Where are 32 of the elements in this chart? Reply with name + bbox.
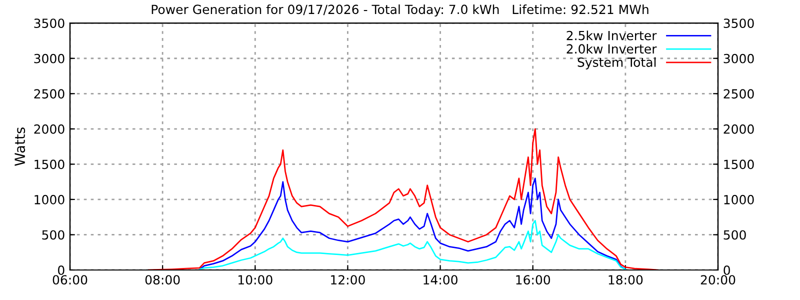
y-tick-label: 0 [58,265,64,275]
y-axis-title: Watts [14,127,26,166]
y2-tick-label: 500 [724,230,746,240]
line-series [198,178,626,270]
y-tick-label: 500 [42,230,64,240]
y2-tick-label: 1000 [724,194,754,204]
y-tick-label: 2500 [34,89,64,99]
y-tick-label: 2000 [34,124,64,134]
line-series [198,220,626,270]
y2-tick-label: 0 [724,265,730,275]
x-tick-label: 20:00 [700,275,736,285]
chart-title: Power Generation for 09/17/2026 - Total Today: 7.0 kWh Lifetime: 92.521 MWh [152,4,648,17]
x-tick-label: 06:00 [52,275,88,285]
x-tick-label: 14:00 [424,275,458,285]
x-tick-label: 16:00 [516,275,550,285]
x-tick-label: 10:00 [238,275,272,285]
x-tick-label: 08:00 [145,275,180,285]
legend-label: 2.5kw Inverter [566,30,657,40]
x-tick-label: 18:00 [608,275,643,285]
y-tick-label: 3000 [34,54,64,64]
y2-tick-label: 3500 [724,18,754,28]
y2-tick-label: 2500 [724,89,754,99]
y2-tick-label: 3000 [724,54,754,64]
y2-tick-label: 1500 [724,160,754,170]
legend-label: System Total [578,57,656,70]
y-tick-label: 1000 [34,194,64,204]
line-series [148,128,659,270]
y-tick-label: 1500 [34,160,64,170]
y-tick-label: 3500 [34,18,64,28]
x-tick-label: 12:00 [331,275,365,285]
y2-tick-label: 2000 [724,124,754,134]
legend-label: 2.0kw Inverter [566,44,657,54]
